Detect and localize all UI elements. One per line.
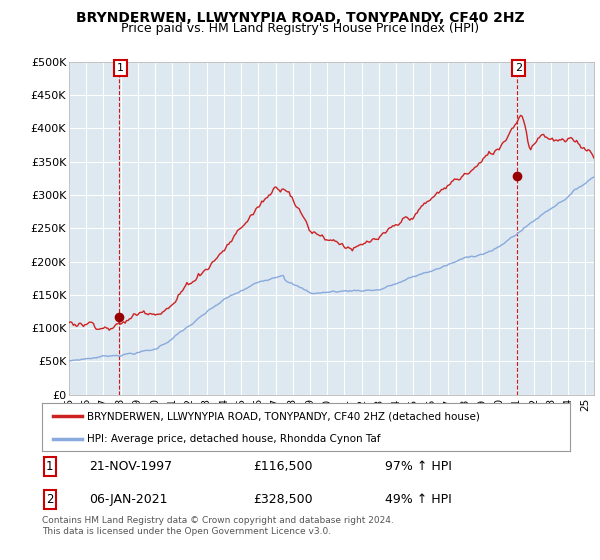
Text: 1: 1 [46, 460, 53, 473]
Text: 06-JAN-2021: 06-JAN-2021 [89, 493, 168, 506]
Text: 2: 2 [46, 493, 53, 506]
Text: Contains HM Land Registry data © Crown copyright and database right 2024.
This d: Contains HM Land Registry data © Crown c… [42, 516, 394, 536]
Text: 1: 1 [117, 63, 124, 73]
Text: £328,500: £328,500 [253, 493, 313, 506]
Text: BRYNDERWEN, LLWYNYPIA ROAD, TONYPANDY, CF40 2HZ: BRYNDERWEN, LLWYNYPIA ROAD, TONYPANDY, C… [76, 11, 524, 25]
Text: £116,500: £116,500 [253, 460, 313, 473]
Text: HPI: Average price, detached house, Rhondda Cynon Taf: HPI: Average price, detached house, Rhon… [87, 434, 380, 444]
Text: 2: 2 [515, 63, 522, 73]
Text: BRYNDERWEN, LLWYNYPIA ROAD, TONYPANDY, CF40 2HZ (detached house): BRYNDERWEN, LLWYNYPIA ROAD, TONYPANDY, C… [87, 411, 480, 421]
Text: 97% ↑ HPI: 97% ↑ HPI [385, 460, 452, 473]
Text: 49% ↑ HPI: 49% ↑ HPI [385, 493, 452, 506]
Text: 21-NOV-1997: 21-NOV-1997 [89, 460, 173, 473]
Text: Price paid vs. HM Land Registry's House Price Index (HPI): Price paid vs. HM Land Registry's House … [121, 22, 479, 35]
